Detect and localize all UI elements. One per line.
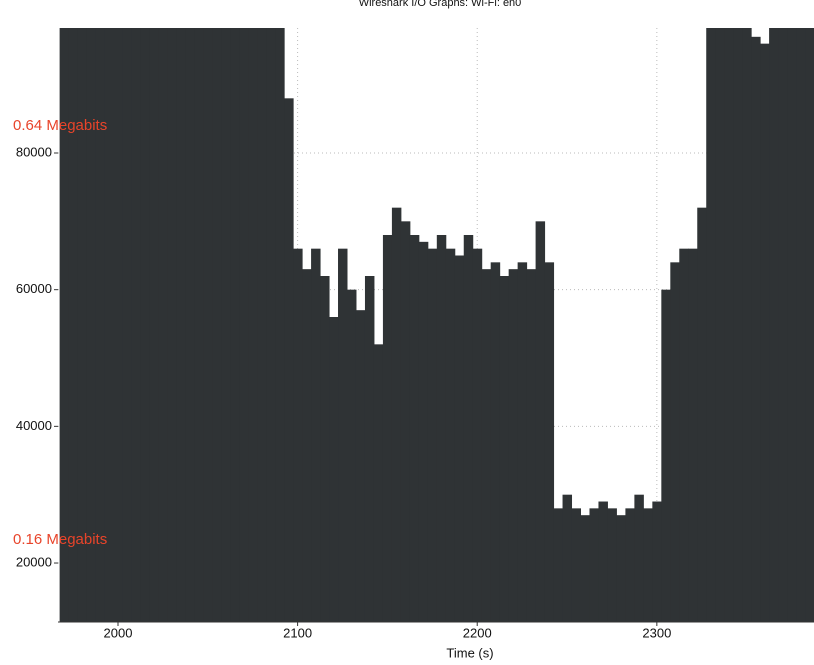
- x-tick-label: 2000: [104, 625, 133, 640]
- bar: [311, 248, 321, 622]
- bar: [427, 248, 438, 622]
- bar: [382, 234, 393, 622]
- bar: [463, 234, 474, 622]
- bar: [805, 28, 814, 622]
- bar: [86, 28, 97, 622]
- bar: [517, 262, 528, 622]
- bar: [670, 262, 680, 622]
- bar: [239, 28, 249, 622]
- bar: [149, 28, 159, 622]
- y-tick-label: 40000: [16, 418, 52, 433]
- bar: [778, 28, 788, 622]
- bar: [661, 289, 671, 622]
- bar: [625, 508, 635, 622]
- bar: [688, 248, 698, 622]
- bar: [634, 494, 644, 622]
- bar: [194, 28, 204, 622]
- bar: [320, 276, 330, 622]
- bar: [212, 28, 222, 622]
- bar: [275, 28, 285, 622]
- bar: [598, 501, 608, 622]
- chart-title: Wireshark I/O Graphs: Wi-Fi: en0: [359, 0, 522, 9]
- bar: [355, 310, 366, 622]
- bar: [616, 515, 626, 622]
- bar: [643, 508, 653, 622]
- bar: [589, 508, 599, 622]
- bar: [77, 28, 88, 622]
- bar: [140, 28, 150, 622]
- bar: [185, 28, 195, 622]
- bar: [742, 28, 752, 622]
- bar: [679, 248, 689, 622]
- bar: [490, 262, 501, 622]
- bar: [257, 28, 267, 622]
- bar: [391, 207, 402, 622]
- bar: [59, 28, 70, 622]
- bar: [715, 28, 725, 622]
- annotation: 0.64 Megabits: [13, 117, 107, 134]
- bar: [445, 248, 456, 622]
- bar: [769, 28, 779, 622]
- bar: [95, 28, 106, 622]
- x-tick-label: 2300: [642, 625, 671, 640]
- x-tick-label: 2100: [283, 625, 312, 640]
- bar: [526, 269, 537, 622]
- bar: [652, 501, 662, 622]
- bar: [571, 508, 582, 622]
- x-tick-label: 2200: [463, 625, 492, 640]
- bar: [158, 28, 168, 622]
- bar: [248, 28, 258, 622]
- bar: [131, 28, 141, 622]
- bar: [472, 248, 483, 622]
- bar: [221, 28, 231, 622]
- y-tick-label: 20000: [16, 554, 52, 569]
- bar: [400, 221, 411, 622]
- bar: [302, 269, 312, 622]
- bar: [454, 255, 465, 622]
- bar: [481, 269, 492, 622]
- bar: [68, 28, 79, 622]
- bar: [284, 98, 294, 622]
- bar: [724, 28, 734, 622]
- bar: [338, 248, 348, 622]
- bar: [580, 515, 590, 622]
- y-tick-label: 80000: [16, 144, 52, 159]
- bar: [176, 28, 186, 622]
- bar: [113, 28, 123, 622]
- bar: [436, 234, 447, 622]
- bar: [751, 36, 761, 622]
- bar: [553, 508, 564, 622]
- bar: [607, 508, 617, 622]
- bar: [544, 262, 555, 622]
- bar: [733, 28, 743, 622]
- bar: [706, 28, 716, 622]
- bar: [697, 207, 707, 622]
- bar: [293, 248, 303, 622]
- bar: [329, 317, 339, 622]
- bar: [167, 28, 177, 622]
- bar: [203, 28, 213, 622]
- bar: [787, 28, 797, 622]
- bar: [499, 276, 510, 622]
- x-axis-label: Time (s): [446, 645, 493, 660]
- bars: [59, 28, 814, 622]
- bar: [796, 28, 806, 622]
- bar: [562, 494, 573, 622]
- bar: [409, 234, 420, 622]
- y-tick-label: 60000: [16, 281, 52, 296]
- bar: [508, 269, 519, 622]
- bar: [373, 344, 384, 622]
- bar: [364, 276, 375, 622]
- bar: [347, 289, 357, 622]
- bar: [104, 28, 115, 622]
- bar: [266, 28, 276, 622]
- bar: [230, 28, 240, 622]
- bar: [122, 28, 132, 622]
- bar: [760, 43, 770, 622]
- bar: [418, 241, 429, 622]
- annotation: 0.16 Megabits: [13, 531, 107, 548]
- bar: [535, 221, 546, 622]
